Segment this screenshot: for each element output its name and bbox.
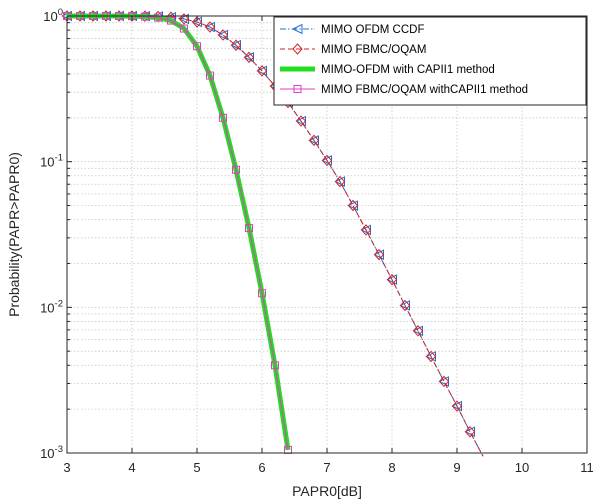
y-tick-base: 10 [40, 300, 54, 315]
y-tick-base: 10 [40, 155, 54, 170]
legend: MIMO OFDM CCDF MIMO FBMC/OQAM MIMO-OFDM wi… [273, 16, 587, 106]
y-tick-exponent: -1 [55, 153, 63, 164]
data-point-square [271, 361, 279, 370]
legend-marker [291, 23, 303, 35]
legend-entry: MIMO FBMC/OQAM [280, 43, 426, 56]
legend-label: MIMO OFDM CCDF [321, 24, 424, 36]
data-point-square [180, 24, 188, 33]
legend-entry: MIMO OFDM CCDF [280, 23, 424, 36]
y-tick-label: 10-3 [40, 444, 63, 461]
data-point-square [258, 289, 266, 298]
data-point-diamond [360, 224, 372, 236]
data-point-diamond [230, 39, 242, 51]
x-axis-label: PAPR0[dB] [292, 483, 362, 499]
data-point-diamond [334, 175, 346, 188]
data-point-diamond [412, 325, 424, 337]
y-tick-base: 10 [43, 9, 57, 24]
x-tick-label: 11 [580, 460, 593, 475]
data-point-diamond [308, 134, 320, 147]
data-point-square [219, 113, 227, 122]
data-point-diamond [438, 375, 450, 388]
x-axis-tick-labels: 3 4 5 6 7 8 9 10 11 [63, 460, 593, 475]
y-tick-label: 10-2 [40, 298, 63, 315]
data-point-diamond [295, 115, 307, 127]
x-tick-label: 3 [63, 460, 70, 475]
data-point-diamond [178, 13, 190, 25]
data-point-diamond [464, 425, 476, 438]
legend-box [273, 16, 587, 106]
x-tick-label: 4 [128, 460, 135, 475]
legend-entry: MIMO-OFDM with CAPII1 method [280, 64, 495, 76]
data-point-diamond [399, 299, 411, 312]
data-point-diamond [243, 51, 255, 64]
legend-label: MIMO FBMC/OQAM [321, 44, 426, 56]
y-tick-exponent: 0 [58, 7, 63, 18]
data-point-square [154, 13, 162, 22]
x-tick-label: 8 [388, 460, 395, 475]
y-tick-label: 100 [43, 7, 63, 24]
y-tick-exponent: -3 [55, 444, 63, 455]
data-point-square [232, 165, 240, 174]
x-tick-label: 10 [515, 460, 529, 475]
y-tick-label: 10-1 [40, 153, 63, 170]
data-point-square [193, 42, 201, 51]
x-tick-label: 7 [323, 460, 330, 475]
data-point-diamond [217, 29, 229, 41]
x-tick-label: 6 [258, 460, 265, 475]
data-point-diamond [373, 248, 385, 261]
x-tick-label: 9 [453, 460, 460, 475]
data-point-square [141, 12, 149, 21]
data-point-diamond [425, 350, 437, 363]
legend-label: MIMO FBMC/OQAM withCAPII1 method [321, 84, 528, 96]
x-tick-label: 5 [193, 460, 200, 475]
data-point-diamond [256, 65, 268, 77]
data-point-square [245, 224, 253, 233]
data-point-diamond [204, 21, 216, 33]
data-point-diamond [347, 199, 359, 212]
legend-marker [293, 85, 302, 93]
data-point-diamond [321, 154, 333, 167]
y-tick-exponent: -2 [55, 298, 63, 309]
data-point-diamond [386, 273, 398, 286]
data-point-diamond [451, 400, 463, 412]
legend-label: MIMO-OFDM with CAPII1 method [321, 64, 495, 76]
legend-marker [292, 43, 303, 55]
y-tick-base: 10 [40, 446, 54, 461]
data-point-square [167, 16, 175, 25]
y-axis-label: Probability(PAPR>PAPR0) [6, 152, 22, 317]
data-point-square [206, 71, 214, 80]
legend-entry: MIMO FBMC/OQAM withCAPII1 method [280, 84, 528, 96]
data-point-diamond [191, 16, 203, 28]
